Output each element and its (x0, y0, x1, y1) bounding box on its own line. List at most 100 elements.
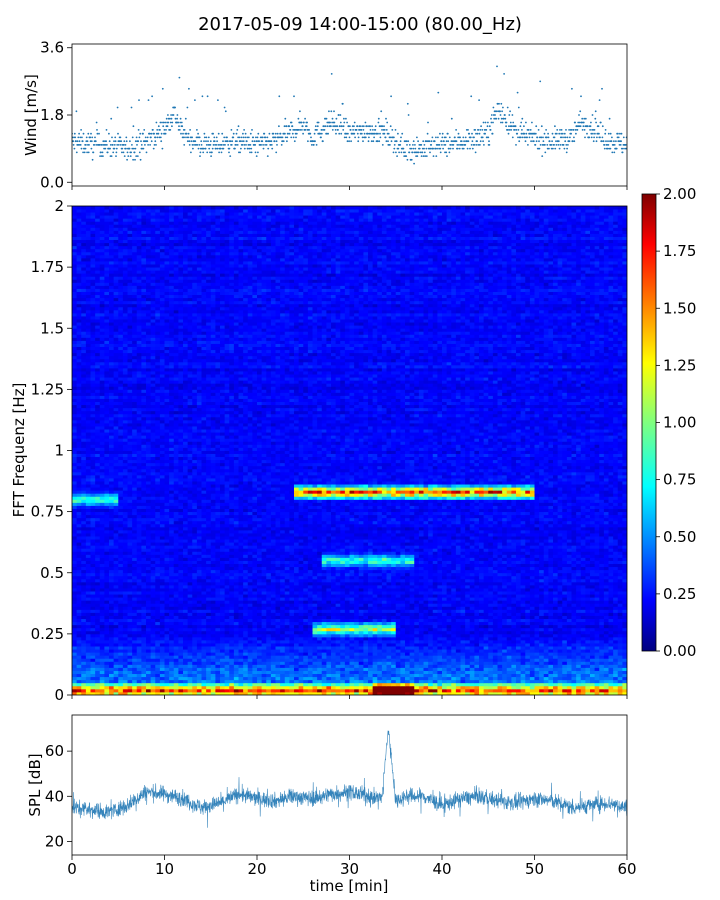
spectrogram-cell (377, 673, 383, 678)
wind-point (570, 129, 573, 131)
wind-point (291, 132, 294, 135)
spectrogram-cell (566, 679, 572, 684)
spectrogram-cell (132, 664, 138, 668)
spectrogram-cell (585, 679, 591, 684)
spectrogram-cell (442, 673, 448, 678)
wind-point (165, 129, 167, 131)
spectrogram-cell (590, 633, 596, 638)
spectrogram-cell (164, 649, 170, 653)
spectrogram-cell (233, 658, 239, 662)
spectrogram-cell (395, 673, 401, 678)
spectrogram-cell (377, 624, 383, 629)
spectrogram-cell (423, 688, 429, 693)
wind-point (532, 140, 535, 143)
spectrogram-cell (201, 676, 207, 681)
spectrogram-cell (474, 661, 480, 665)
spectrogram-cell (118, 670, 124, 675)
spectrogram-cell (164, 652, 170, 656)
spectrogram-cell (520, 646, 526, 650)
spectrogram-cell (127, 682, 133, 687)
wind-point (270, 144, 273, 146)
spectrogram-cell (298, 630, 304, 635)
spectrogram-cell (418, 618, 424, 623)
spectrogram-cell (469, 627, 475, 632)
spectrogram-cell (201, 682, 207, 687)
spectrogram-cell (104, 633, 110, 638)
spectrogram-cell (261, 658, 267, 662)
spectrogram-cell (418, 606, 424, 610)
spectrogram-cell (118, 673, 124, 678)
wind-point (307, 140, 309, 143)
wind-point (119, 144, 122, 146)
spectrogram-cell (622, 649, 627, 653)
wind-point (571, 140, 574, 143)
spectrogram-cell (233, 667, 239, 671)
wind-point (290, 136, 293, 139)
spectrogram-cell (90, 658, 96, 662)
wind-point (169, 121, 172, 124)
wind-point (490, 114, 493, 116)
spectrogram-cell (210, 649, 216, 653)
spectrogram-cell (613, 682, 619, 687)
spectrogram-cell (506, 609, 512, 613)
spectrogram-cell (391, 633, 397, 638)
wind-point (613, 144, 616, 146)
spectrogram-cell (122, 682, 128, 687)
spectrogram-cell (585, 691, 591, 695)
spectrogram-cell (326, 621, 332, 626)
spectrogram-cell (122, 615, 128, 619)
wind-point (330, 110, 333, 113)
spectrogram-cell (164, 661, 170, 665)
spectrogram-cell (455, 606, 461, 610)
spectrogram-cell (141, 652, 147, 656)
spectrogram-cell (340, 603, 346, 607)
wind-point (223, 136, 226, 139)
spectrogram-cell (414, 688, 420, 693)
spectrogram-cell (229, 679, 235, 684)
spectrogram-cell (599, 639, 605, 644)
spectrogram-cell (432, 621, 438, 626)
spectrogram-cell (585, 661, 591, 665)
spectrogram-cell (363, 664, 369, 668)
spectrogram-cell (303, 612, 309, 616)
spectrogram-cell (511, 615, 517, 619)
wind-point (72, 140, 75, 143)
spectrogram-cell (548, 606, 554, 610)
spectrogram-cell (196, 658, 202, 662)
spectrogram-cell (266, 643, 272, 647)
spectrogram-cell (164, 627, 170, 632)
spectrogram-cell (571, 615, 577, 619)
wind-point (434, 147, 437, 150)
wind-point (238, 136, 241, 139)
spectrogram-cell (553, 606, 559, 610)
spectrogram-cell (312, 682, 318, 687)
spectrogram-cell (340, 685, 346, 690)
wind-point (577, 121, 580, 124)
spectrogram-cell (298, 621, 304, 626)
spectrogram-cell (442, 667, 448, 671)
spectrogram-cell (377, 670, 383, 675)
spectrogram-cell (238, 688, 244, 693)
spectrogram-cell (391, 658, 397, 662)
spectrogram-cell (363, 655, 369, 659)
spectrogram-cell (303, 664, 309, 668)
spectrogram-cell (289, 624, 295, 629)
spectrogram-cell (423, 630, 429, 635)
spectrogram-cell (613, 679, 619, 684)
spectrogram-cell (99, 609, 105, 613)
wind-point (547, 136, 550, 139)
spectrogram-cell (257, 630, 263, 635)
spectrogram-cell (525, 670, 531, 675)
spectrogram-cell (252, 618, 258, 623)
spectrogram-cell (442, 643, 448, 647)
wind-point (410, 158, 413, 161)
spectrogram-cell (418, 673, 424, 678)
spectrogram-cell (580, 624, 586, 629)
wind-point (249, 151, 251, 154)
spectrogram-cell (446, 643, 452, 647)
spectrogram-cell (331, 646, 337, 650)
wind-point (102, 155, 104, 158)
spectrogram-cell (210, 609, 216, 613)
spectrogram-cell (405, 685, 411, 690)
spectrogram-cell (109, 633, 115, 638)
